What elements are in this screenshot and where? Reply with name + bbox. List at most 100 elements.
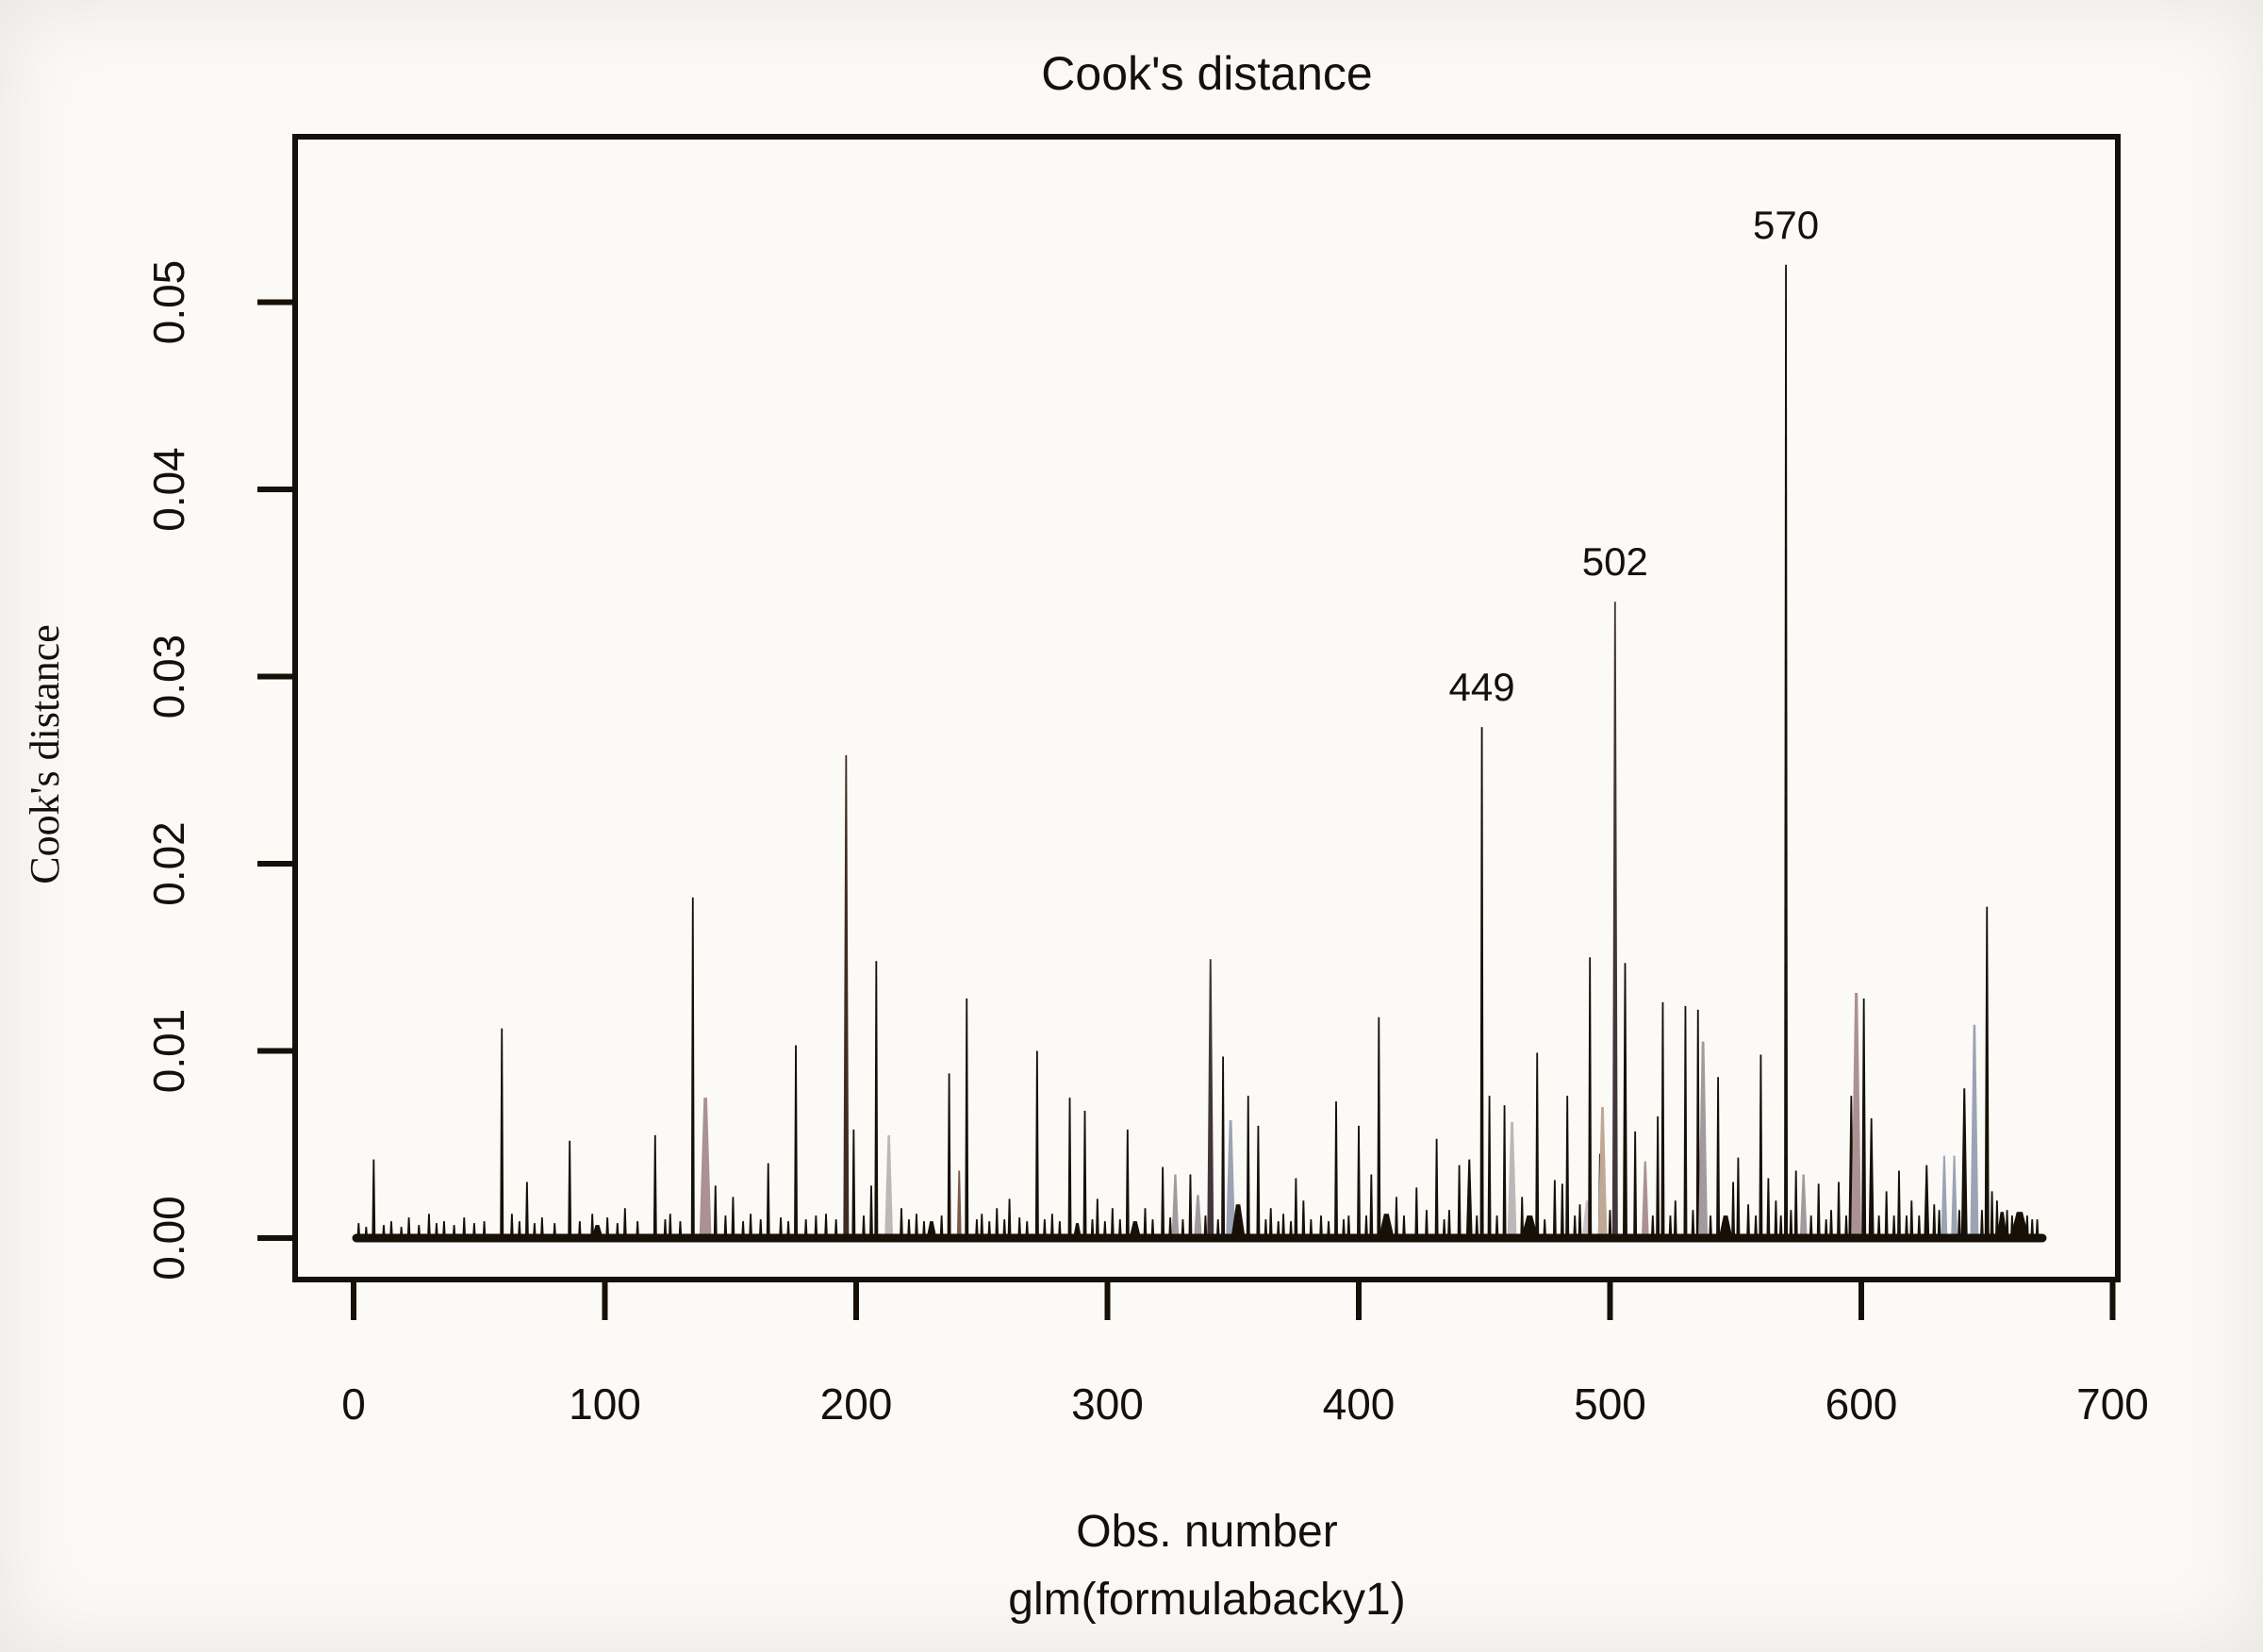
spike bbox=[947, 1073, 951, 1241]
spike bbox=[1789, 1210, 1793, 1241]
spike bbox=[1465, 1159, 1473, 1241]
y-tick-label: 0.04 bbox=[144, 447, 193, 532]
spike bbox=[1226, 1119, 1236, 1241]
spike bbox=[1861, 998, 1867, 1241]
chart-title: Cook's distance bbox=[1041, 47, 1372, 100]
plot-box bbox=[292, 134, 2121, 1282]
y-tick-label: 0.00 bbox=[144, 1196, 193, 1280]
spike bbox=[1932, 1204, 1937, 1241]
x-tick-label: 0 bbox=[341, 1379, 366, 1429]
spike bbox=[1067, 1098, 1072, 1241]
spike bbox=[500, 1028, 504, 1241]
spike bbox=[1479, 727, 1484, 1241]
spike bbox=[1434, 1138, 1439, 1241]
spike bbox=[1207, 959, 1214, 1241]
y-tick-label: 0.02 bbox=[144, 821, 193, 906]
spike bbox=[1377, 1016, 1381, 1241]
spike bbox=[1369, 1174, 1374, 1241]
spike bbox=[1799, 1174, 1808, 1241]
spike bbox=[1334, 1101, 1339, 1241]
x-tick-label: 700 bbox=[2076, 1379, 2149, 1429]
x-tick-label: 100 bbox=[569, 1379, 641, 1429]
spike bbox=[766, 1163, 770, 1241]
spike bbox=[1446, 1210, 1451, 1241]
spike bbox=[1970, 1024, 1979, 1241]
spike bbox=[1552, 1180, 1557, 1241]
spike bbox=[1622, 963, 1627, 1241]
spike bbox=[1716, 1077, 1721, 1241]
spike bbox=[1633, 1131, 1638, 1241]
spike bbox=[2008, 1212, 2030, 1241]
spike bbox=[1246, 1096, 1250, 1241]
spike bbox=[1896, 1170, 1901, 1241]
spike bbox=[372, 1159, 376, 1241]
spike bbox=[1414, 1187, 1419, 1241]
spike bbox=[1143, 1208, 1148, 1241]
spike bbox=[1660, 1001, 1665, 1241]
spike bbox=[1793, 1170, 1798, 1241]
spike bbox=[1110, 1208, 1115, 1241]
spike bbox=[1695, 1009, 1700, 1241]
spike bbox=[1231, 1204, 1247, 1241]
spike bbox=[1673, 1200, 1677, 1241]
spike bbox=[524, 1181, 529, 1241]
spike bbox=[1698, 1041, 1709, 1241]
spike bbox=[1979, 1210, 1984, 1241]
spike bbox=[1221, 1056, 1226, 1241]
spike bbox=[652, 1134, 657, 1241]
spike bbox=[1034, 1050, 1039, 1241]
spike bbox=[1125, 1129, 1130, 1241]
spike bbox=[1608, 1210, 1612, 1241]
peak-labels: 449 502 570 bbox=[1449, 203, 1820, 709]
spike bbox=[1951, 1155, 1958, 1241]
spike bbox=[1611, 602, 1618, 1241]
spike bbox=[1082, 1111, 1087, 1241]
spike bbox=[995, 1208, 999, 1241]
spike bbox=[1588, 957, 1593, 1241]
spike bbox=[843, 754, 850, 1241]
spike bbox=[884, 1134, 894, 1241]
spike bbox=[956, 1170, 962, 1241]
spike bbox=[1294, 1178, 1298, 1241]
spike bbox=[1784, 264, 1789, 1241]
spike-series bbox=[352, 264, 2047, 1243]
spike bbox=[851, 1129, 856, 1241]
spike bbox=[868, 1185, 873, 1241]
spike bbox=[1851, 992, 1862, 1241]
spike bbox=[1641, 1161, 1649, 1241]
spike bbox=[1507, 1121, 1517, 1241]
y-tick-label: 0.05 bbox=[144, 260, 193, 345]
spike bbox=[1759, 1054, 1763, 1241]
peak-label-449: 449 bbox=[1449, 665, 1515, 709]
spike bbox=[1268, 1208, 1273, 1241]
spike bbox=[1424, 1210, 1429, 1241]
spike bbox=[1502, 1105, 1507, 1241]
spike bbox=[1837, 1181, 1842, 1241]
spike bbox=[1535, 1052, 1540, 1241]
spike bbox=[1520, 1197, 1525, 1241]
y-tick-label: 0.01 bbox=[144, 1009, 193, 1094]
spike bbox=[1829, 1210, 1834, 1241]
spike bbox=[1909, 1200, 1914, 1241]
spike bbox=[1957, 1210, 1961, 1241]
x-tick-label: 400 bbox=[1323, 1379, 1396, 1429]
spike bbox=[1937, 1210, 1941, 1241]
spike bbox=[1301, 1200, 1306, 1241]
x-tick-label: 500 bbox=[1574, 1379, 1646, 1429]
spike bbox=[1656, 1115, 1660, 1241]
spike bbox=[2005, 1210, 2009, 1241]
peak-label-502: 502 bbox=[1582, 539, 1648, 584]
spike bbox=[1683, 1005, 1688, 1241]
y-tick-label: 0.03 bbox=[144, 635, 193, 719]
spike bbox=[1171, 1174, 1180, 1241]
spike bbox=[699, 1098, 712, 1241]
x-axis-sublabel: glm(formulabacky1) bbox=[1008, 1575, 1405, 1625]
x-tick-label: 200 bbox=[820, 1379, 893, 1429]
spike bbox=[1960, 1088, 1968, 1241]
spike bbox=[1357, 1125, 1361, 1241]
x-axis-ticks: 0 100 200 300 400 500 600 700 bbox=[341, 1280, 2149, 1429]
spike bbox=[1577, 1204, 1582, 1241]
spike bbox=[1193, 1195, 1202, 1241]
